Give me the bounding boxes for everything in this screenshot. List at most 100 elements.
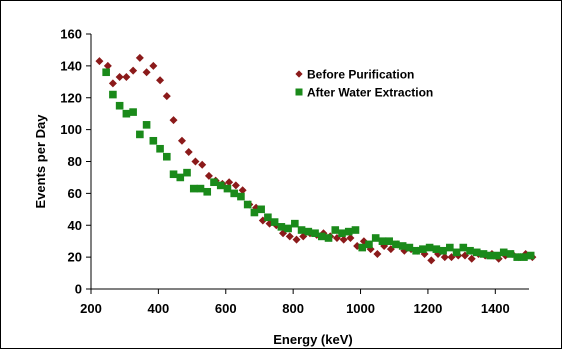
data-point-before-purification [122, 73, 131, 82]
data-point-after-water-extraction [122, 109, 131, 118]
data-point-after-water-extraction [223, 184, 232, 193]
data-point-after-water-extraction [284, 224, 292, 233]
data-point-before-purification [238, 186, 247, 195]
data-point-before-purification [156, 76, 165, 85]
data-point-before-purification [169, 116, 178, 125]
data-point-after-water-extraction [452, 248, 461, 257]
data-point-before-purification [142, 68, 151, 77]
y-tick-label: 20 [68, 250, 82, 265]
data-point-before-purification [198, 160, 207, 169]
data-point-after-water-extraction [250, 208, 259, 217]
y-tick-label: 60 [68, 186, 82, 201]
data-point-after-water-extraction [270, 218, 279, 226]
data-point-after-water-extraction [378, 237, 387, 245]
data-point-after-water-extraction [129, 108, 137, 116]
data-point-after-water-extraction [412, 246, 420, 255]
data-point-after-water-extraction [176, 173, 185, 182]
data-point-before-purification [285, 232, 294, 241]
data-point-after-water-extraction [432, 245, 441, 253]
data-point-after-water-extraction [317, 232, 326, 241]
data-point-after-water-extraction [526, 251, 535, 260]
data-point-after-water-extraction [109, 90, 117, 99]
data-point-after-water-extraction [257, 205, 265, 214]
legend-label: After Water Extraction [307, 86, 433, 100]
y-tick-label: 160 [60, 27, 82, 42]
data-point-after-water-extraction [297, 226, 306, 234]
data-point-after-water-extraction [331, 226, 340, 234]
data-point-before-purification [339, 235, 348, 244]
data-point-after-water-extraction [277, 223, 286, 231]
x-tick-label: 600 [215, 301, 237, 316]
data-point-after-water-extraction [163, 152, 171, 161]
y-tick-label: 140 [60, 58, 82, 73]
data-point-after-water-extraction [405, 243, 414, 252]
y-tick-label: 120 [60, 90, 82, 105]
y-tick-label: 100 [60, 122, 82, 137]
data-point-after-water-extraction [169, 170, 178, 179]
data-point-after-water-extraction [446, 243, 454, 252]
data-point-after-water-extraction [344, 227, 353, 236]
x-tick-label: 1400 [481, 301, 510, 316]
data-point-before-purification [204, 171, 213, 180]
data-point-after-water-extraction [311, 229, 319, 238]
data-point-before-purification [115, 73, 124, 82]
data-point-before-purification [108, 79, 117, 88]
data-point-after-water-extraction [338, 229, 346, 238]
data-point-after-water-extraction [149, 136, 158, 145]
data-point-after-water-extraction [392, 240, 400, 249]
data-point-before-purification [467, 254, 476, 263]
data-point-after-water-extraction [203, 187, 212, 196]
data-point-before-purification [95, 57, 104, 66]
data-point-after-water-extraction [237, 192, 245, 201]
data-point-before-purification [177, 136, 186, 145]
data-point-before-purification [149, 61, 158, 70]
data-point-after-water-extraction [459, 243, 468, 252]
data-point-after-water-extraction [365, 240, 373, 249]
data-point-after-water-extraction [513, 253, 522, 261]
data-point-after-water-extraction [102, 68, 110, 77]
data-point-after-water-extraction [371, 234, 380, 242]
data-point-after-water-extraction [385, 237, 393, 245]
data-point-after-water-extraction [486, 251, 495, 260]
y-tick-label: 80 [68, 154, 82, 169]
data-point-after-water-extraction [196, 184, 205, 193]
data-point-after-water-extraction [183, 168, 191, 177]
data-point-after-water-extraction [398, 242, 407, 250]
data-point-after-water-extraction [506, 250, 515, 258]
x-tick-label: 800 [282, 301, 304, 316]
x-tick-label: 1200 [413, 301, 442, 316]
x-tick-label: 200 [80, 301, 102, 316]
data-point-after-water-extraction [210, 178, 218, 187]
data-point-before-purification [103, 61, 112, 70]
data-point-before-purification [225, 178, 234, 187]
y-tick-label: 0 [75, 282, 82, 297]
data-point-after-water-extraction [230, 189, 238, 198]
legend-label: Before Purification [307, 68, 414, 82]
data-point-before-purification [427, 256, 436, 265]
data-point-after-water-extraction [419, 245, 427, 253]
data-point-after-water-extraction [499, 248, 508, 257]
data-point-after-water-extraction [439, 246, 447, 255]
data-point-after-water-extraction [472, 248, 481, 257]
data-point-after-water-extraction [243, 200, 252, 209]
data-point-after-water-extraction [493, 251, 501, 260]
data-point-after-water-extraction [142, 121, 151, 129]
data-point-after-water-extraction [136, 130, 144, 139]
data-point-after-water-extraction [115, 101, 124, 110]
data-point-after-water-extraction [466, 246, 474, 255]
data-point-after-water-extraction [264, 213, 272, 222]
x-tick-label: 1000 [346, 301, 375, 316]
legend-marker-after-water-extraction [295, 88, 303, 96]
legend-marker-before-purification [295, 70, 303, 78]
data-point-after-water-extraction [156, 144, 164, 153]
data-point-after-water-extraction [520, 253, 528, 261]
data-point-after-water-extraction [189, 184, 198, 193]
data-point-after-water-extraction [425, 243, 434, 252]
data-point-after-water-extraction [479, 250, 488, 258]
data-point-before-purification [135, 53, 144, 62]
data-point-after-water-extraction [351, 226, 360, 234]
data-point-before-purification [346, 234, 355, 242]
y-axis-title: Events per Day [33, 114, 48, 209]
data-point-before-purification [373, 249, 382, 258]
